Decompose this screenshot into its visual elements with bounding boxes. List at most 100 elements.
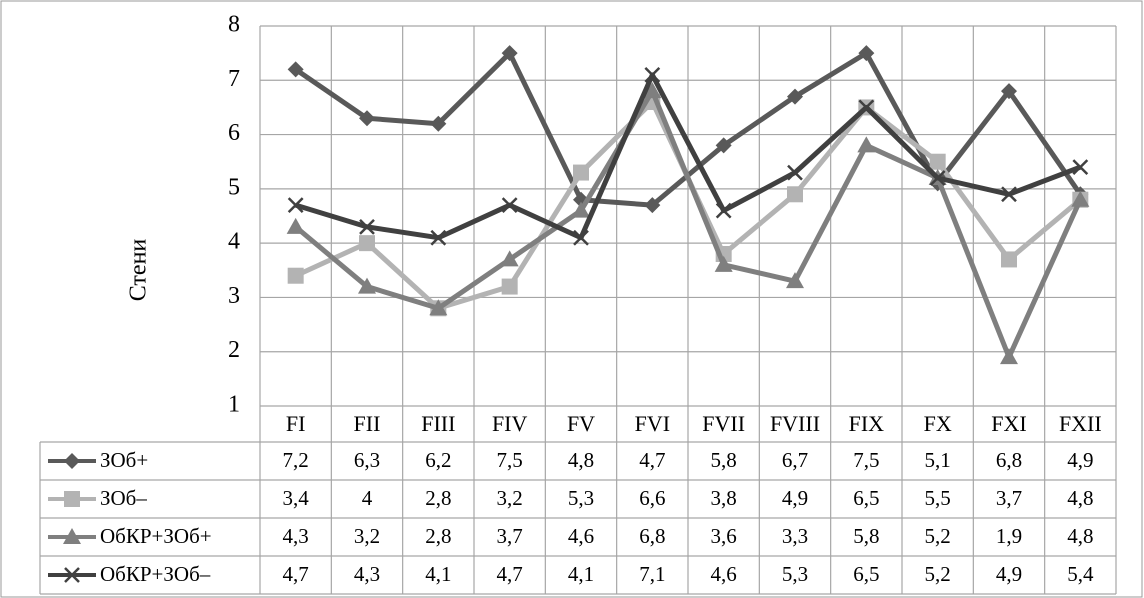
- table-cell-value: 4,7: [639, 448, 665, 472]
- data-point: [430, 229, 447, 246]
- data-point: [644, 197, 661, 214]
- table-cell-value: 5,3: [782, 562, 808, 586]
- table-cell-value: 5,8: [853, 524, 879, 548]
- y-tick-label: 7: [228, 66, 240, 92]
- table-cell-value: 6,8: [996, 448, 1022, 472]
- x-tick-label: FVIII: [770, 411, 820, 436]
- data-table: FI FII FIII FIV FV FVI FVII FVIII FIX FX FXI FXII ЗО…: [39, 411, 1116, 595]
- data-point: [1001, 251, 1017, 268]
- table-cell-value: 6,6: [639, 486, 665, 510]
- data-point: [359, 110, 375, 127]
- data-point: [359, 218, 375, 235]
- data-point: [643, 82, 662, 99]
- table-cell-value: 1,9: [996, 524, 1022, 548]
- table-cell-value: 4,9: [782, 486, 808, 510]
- table-cell-value: 4,7: [283, 562, 309, 586]
- table-cell-value: 4,3: [283, 524, 309, 548]
- table-row: ОбКР+ЗОб– 4,7 4,3 4,1 4,7 4,1 7,1 4,6 5,3 6,5 5,2 4…: [48, 562, 1094, 586]
- data-point: [501, 45, 518, 62]
- x-tick-label: FVI: [635, 411, 670, 436]
- data-point: [858, 99, 875, 116]
- table-row: ЗОб+ 7,2 6,3 6,2 7,5 4,8 4,7 5,8 6,7 7,5 5,1 6,8 4,9: [48, 448, 1093, 472]
- table-cell-value: 4,3: [354, 562, 380, 586]
- x-tick-label: FV: [567, 411, 595, 436]
- table-cell-value: 7,1: [639, 562, 665, 586]
- x-tick-label: FIII: [421, 411, 455, 436]
- data-point: [929, 153, 946, 170]
- y-tick-label: 5: [228, 174, 240, 200]
- data-point: [787, 88, 803, 105]
- data-point: [429, 299, 448, 316]
- data-point: [714, 255, 733, 272]
- series-4: [287, 66, 1089, 246]
- data-point: [715, 202, 732, 219]
- data-point: [715, 137, 732, 154]
- table-cell-value: 4,9: [996, 562, 1022, 586]
- data-point: [359, 235, 375, 252]
- legend-entry: ЗОб+: [100, 448, 148, 472]
- y-tick-label: 1: [228, 392, 240, 418]
- data-point: [501, 197, 518, 214]
- table-cell-value: 2,8: [425, 524, 451, 548]
- x-tick-label: FII: [354, 411, 381, 436]
- table-cell-value: 3,7: [996, 486, 1022, 510]
- table-cell-value: 4,1: [568, 562, 594, 586]
- series-line: [294, 88, 1083, 360]
- table-cell-value: 4,9: [1067, 448, 1093, 472]
- data-point: [287, 197, 304, 214]
- legend-entry: ОбКР+ЗОб–: [100, 562, 211, 586]
- table-cell-value: 5,3: [568, 486, 594, 510]
- y-tick-label: 2: [228, 337, 240, 363]
- data-point: [787, 186, 803, 203]
- table-cell-value: 6,5: [853, 486, 879, 510]
- data-point: [1072, 159, 1089, 176]
- table-cell-value: 5,4: [1067, 562, 1094, 586]
- table-cell-value: 3,2: [497, 486, 523, 510]
- data-point: [573, 229, 589, 246]
- table-cell-value: 5,2: [925, 562, 951, 586]
- data-point: [287, 61, 304, 78]
- x-tick-label: FIV: [492, 411, 528, 436]
- table-cell-value: 6,3: [354, 448, 380, 472]
- data-point: [430, 115, 447, 132]
- table-cell-value: 3,4: [283, 486, 310, 510]
- data-point: [358, 277, 376, 294]
- data-point: [500, 250, 519, 267]
- table-cell-value: 5,5: [925, 486, 951, 510]
- table-cell-value: 3,2: [354, 524, 380, 548]
- data-point: [1001, 186, 1017, 203]
- legend-key-marker: [63, 528, 81, 544]
- table-row: ОбКР+ЗОб+ 4,3 3,2 2,8 3,7 4,6 6,8 3,6 3,3 5,8 5,2 1…: [48, 524, 1093, 548]
- data-point: [929, 170, 946, 186]
- x-tick-label: FIX: [849, 411, 885, 436]
- data-point: [644, 66, 661, 83]
- data-point: [1071, 190, 1090, 207]
- table-cell-value: 6,8: [639, 524, 665, 548]
- y-axis-ticks: 1 2 3 4 5 6 7 8: [228, 12, 240, 418]
- table-cell-value: 4: [362, 486, 373, 510]
- table-cell-value: 5,8: [711, 448, 737, 472]
- table-cell-value: 6,2: [425, 448, 451, 472]
- data-point: [572, 201, 590, 218]
- data-point: [857, 136, 876, 153]
- table-cell-value: 4,6: [568, 524, 594, 548]
- table-cell-value: 4,8: [1067, 524, 1093, 548]
- table-cell-value: 6,5: [853, 562, 879, 586]
- data-point: [573, 164, 589, 181]
- table-cell-value: 3,3: [782, 524, 808, 548]
- legend-key-marker: [64, 567, 80, 583]
- table-cell-value: 3,6: [711, 524, 737, 548]
- legend-entry: ЗОб–: [100, 486, 147, 510]
- table-cell-value: 7,5: [497, 448, 523, 472]
- data-point: [501, 278, 518, 295]
- table-cell-value: 3,7: [497, 524, 523, 548]
- table-cell-value: 4,7: [497, 562, 523, 586]
- table-cell-value: 7,2: [283, 448, 309, 472]
- data-point: [287, 267, 304, 284]
- series-line: [294, 72, 1082, 241]
- data-point: [1000, 348, 1018, 365]
- x-tick-label: FX: [924, 411, 952, 436]
- y-axis-label: Стени: [126, 239, 152, 302]
- legend-key-marker: [64, 453, 80, 469]
